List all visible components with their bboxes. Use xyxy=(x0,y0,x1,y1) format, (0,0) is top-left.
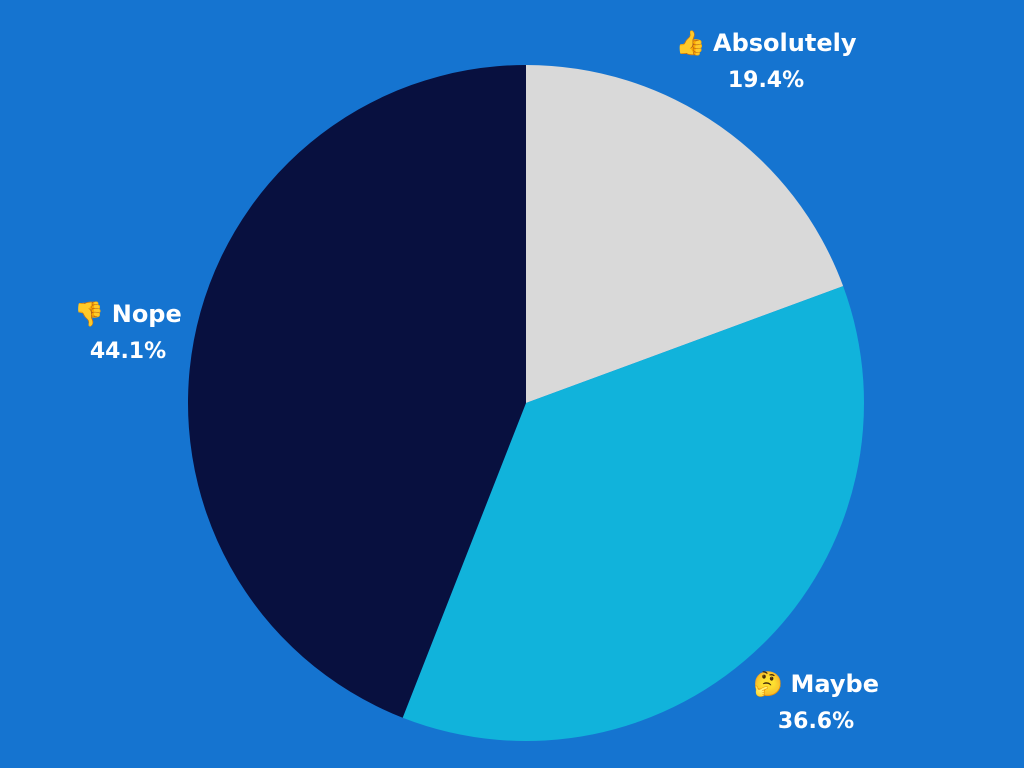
slice-value-nope: 44.1% xyxy=(90,339,166,364)
slice-name: Nope xyxy=(112,300,182,328)
slice-value-maybe: 36.6% xyxy=(778,709,854,734)
pie-slice-maybe xyxy=(402,286,864,741)
slice-name: Absolutely xyxy=(713,29,857,57)
slice-emoji-icon: 👎 xyxy=(74,300,112,328)
pie-labels: 👍 Absolutely 19.4% 🤔 Maybe 36.6% 👎 Nope 44.1% xyxy=(74,29,879,734)
slice-label-maybe: 🤔 Maybe xyxy=(753,670,879,698)
slice-emoji-icon: 🤔 xyxy=(753,670,791,698)
slice-value-absolutely: 19.4% xyxy=(728,68,804,93)
pie-slice-absolutely xyxy=(526,65,844,403)
slice-emoji-icon: 👍 xyxy=(676,29,714,57)
pie-slice-nope xyxy=(187,65,527,718)
slice-label-absolutely: 👍 Absolutely xyxy=(676,29,857,57)
pie-slices xyxy=(187,65,864,741)
slice-label-nope: 👎 Nope xyxy=(74,300,182,328)
slice-name: Maybe xyxy=(791,670,879,698)
